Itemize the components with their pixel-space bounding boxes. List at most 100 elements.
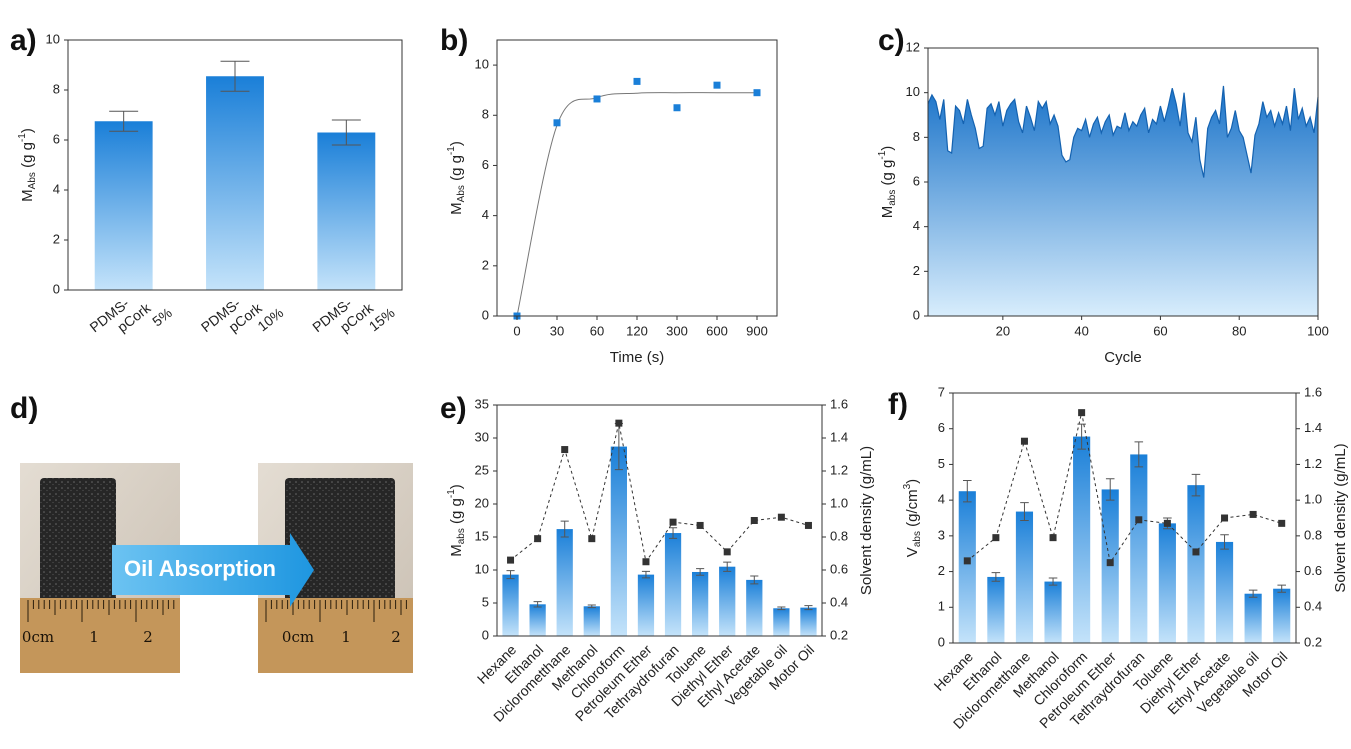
error-bar bbox=[1134, 441, 1144, 468]
point bbox=[593, 95, 601, 103]
marker bbox=[1020, 437, 1028, 445]
y-tick-label: 4 bbox=[913, 218, 920, 233]
y-tick-label: 4 bbox=[482, 207, 489, 222]
bar bbox=[610, 446, 627, 636]
y-axis-label-part: 3 bbox=[902, 483, 913, 489]
error-bar bbox=[723, 561, 732, 572]
arrow-text: Oil Absorption bbox=[124, 556, 276, 581]
point bbox=[753, 89, 761, 97]
y-tick-label: 1 bbox=[938, 599, 945, 614]
y-tick-label: 12 bbox=[906, 39, 920, 54]
bar bbox=[94, 121, 153, 290]
bar bbox=[1158, 523, 1176, 643]
error-bar bbox=[750, 575, 759, 585]
panel-label: c) bbox=[878, 24, 905, 57]
y-axis-label-part: Abs bbox=[456, 185, 467, 202]
x-tick-label: 60 bbox=[1153, 323, 1167, 338]
bar bbox=[1073, 436, 1091, 643]
error-bar bbox=[533, 601, 542, 608]
y2-tick-label: 0.4 bbox=[830, 594, 848, 609]
y-axis-label-part: ) bbox=[904, 479, 921, 484]
y-tick-label: 4 bbox=[938, 492, 945, 507]
panel-label: a) bbox=[10, 24, 37, 57]
marker bbox=[696, 521, 704, 529]
y-axis-label-part: M bbox=[19, 189, 36, 202]
error-bar bbox=[1020, 502, 1029, 521]
bar bbox=[1015, 511, 1034, 643]
bar bbox=[1130, 454, 1148, 643]
y2-tick-label: 1.4 bbox=[1304, 420, 1322, 435]
x-tick-label: 900 bbox=[746, 323, 768, 338]
ruler-label: 0cm bbox=[22, 628, 54, 646]
marker bbox=[992, 534, 1000, 542]
plot-frame bbox=[67, 39, 403, 291]
y-axis-label-part: ) bbox=[19, 128, 36, 133]
x-axis-label: Cycle bbox=[1104, 349, 1142, 366]
marker bbox=[1249, 510, 1257, 518]
x-tick-label: 30 bbox=[550, 323, 564, 338]
bar bbox=[1244, 593, 1262, 643]
error-bar bbox=[109, 110, 139, 132]
plot-frame bbox=[496, 404, 823, 637]
line bbox=[516, 92, 757, 317]
bar bbox=[719, 566, 736, 636]
bar bbox=[987, 576, 1005, 643]
x-tick-label: 300 bbox=[666, 323, 688, 338]
y-axis-label-part: M bbox=[448, 544, 465, 557]
area bbox=[928, 85, 1318, 316]
y2-tick-label: 0.8 bbox=[830, 528, 848, 543]
y-axis-label-part: (g g bbox=[448, 498, 465, 528]
y-axis-label-part: Abs bbox=[27, 172, 38, 189]
y-tick-label: 30 bbox=[475, 429, 489, 444]
panel-label: f) bbox=[888, 388, 908, 421]
y-tick-label: 4 bbox=[53, 181, 60, 196]
y-tick-label: 10 bbox=[475, 57, 489, 72]
y-axis-label: Vabs (g/cm3) bbox=[902, 479, 923, 557]
y-axis-label: Mabs (g g-1) bbox=[877, 146, 898, 219]
ruler-label: 1 bbox=[341, 628, 351, 646]
marker bbox=[615, 419, 623, 427]
error-bar bbox=[1277, 584, 1286, 593]
y-tick-label: 2 bbox=[913, 263, 920, 278]
y-tick-label: 0 bbox=[913, 307, 920, 322]
bar bbox=[1273, 588, 1291, 643]
y-tick-label: 15 bbox=[475, 528, 489, 543]
y2-tick-label: 1.4 bbox=[830, 429, 848, 444]
y-tick-label: 6 bbox=[938, 420, 945, 435]
bar bbox=[556, 529, 573, 636]
y2-tick-label: 1.6 bbox=[830, 396, 848, 411]
y2-tick-label: 1.0 bbox=[830, 495, 848, 510]
x-tick-label: 40 bbox=[1074, 323, 1088, 338]
y2-tick-label: 1.6 bbox=[1304, 384, 1322, 399]
y-axis-label: Mabs (g g-1) bbox=[446, 484, 467, 557]
bar bbox=[1101, 489, 1119, 643]
bar bbox=[502, 574, 519, 636]
y-tick-label: 3 bbox=[938, 527, 945, 542]
y-tick-label: 6 bbox=[913, 173, 920, 188]
error-bar bbox=[668, 527, 678, 539]
bar bbox=[637, 574, 655, 636]
bar bbox=[664, 533, 682, 636]
y-axis-label-part: ) bbox=[448, 141, 465, 146]
ruler-label: 1 bbox=[89, 628, 99, 646]
y2-tick-label: 1.2 bbox=[830, 462, 848, 477]
y-axis-label-part: -1 bbox=[877, 150, 888, 159]
y-axis-label-part: -1 bbox=[446, 146, 457, 155]
marker bbox=[1135, 516, 1143, 524]
y-tick-label: 8 bbox=[482, 107, 489, 122]
marker bbox=[1163, 519, 1171, 527]
ruler-label: 2 bbox=[143, 628, 153, 646]
y-tick-label: 2 bbox=[53, 231, 60, 246]
bar bbox=[746, 579, 763, 636]
y-tick-label: 2 bbox=[938, 563, 945, 578]
marker bbox=[534, 535, 542, 543]
y2-tick-label: 0.2 bbox=[830, 627, 848, 642]
ruler bbox=[258, 598, 413, 673]
y2-tick-label: 0.4 bbox=[1304, 599, 1322, 614]
y2-tick-label: 0.6 bbox=[830, 561, 848, 576]
y-axis-label: MAbs (g g-1) bbox=[446, 141, 467, 215]
y-tick-label: 0 bbox=[482, 627, 489, 642]
bar bbox=[958, 491, 976, 643]
bar bbox=[317, 132, 376, 290]
